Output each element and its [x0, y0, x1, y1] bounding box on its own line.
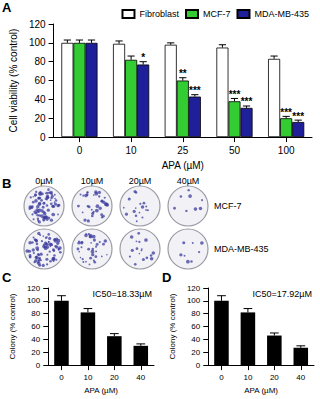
svg-text:MDA-MB-435: MDA-MB-435 — [214, 244, 269, 254]
svg-text:60: 60 — [191, 322, 200, 331]
svg-text:10µM: 10µM — [81, 176, 104, 186]
svg-text:100: 100 — [187, 296, 201, 305]
svg-text:40: 40 — [34, 94, 46, 105]
svg-text:Colony (% control): Colony (% control) — [8, 293, 17, 359]
svg-text:20: 20 — [191, 348, 200, 357]
svg-text:80: 80 — [31, 309, 40, 318]
svg-text:**: ** — [179, 68, 187, 79]
svg-text:***: *** — [189, 85, 201, 96]
svg-text:0: 0 — [59, 373, 64, 382]
svg-text:IC50=18.33µM: IC50=18.33µM — [93, 289, 152, 299]
svg-text:D: D — [162, 270, 171, 285]
svg-text:0: 0 — [196, 361, 201, 370]
svg-text:0: 0 — [40, 132, 46, 143]
svg-text:120: 120 — [29, 19, 46, 30]
svg-text:***: *** — [241, 96, 253, 107]
svg-text:10: 10 — [126, 145, 138, 156]
svg-text:0µM: 0µM — [35, 176, 53, 186]
svg-text:20: 20 — [31, 348, 40, 357]
svg-text:MDA-MB-435: MDA-MB-435 — [254, 9, 309, 19]
svg-text:20: 20 — [270, 373, 279, 382]
svg-text:10: 10 — [83, 373, 92, 382]
svg-text:120: 120 — [187, 284, 201, 293]
svg-text:***: *** — [229, 89, 241, 100]
svg-text:APA (µM): APA (µM) — [84, 386, 118, 395]
svg-text:20: 20 — [34, 113, 46, 124]
svg-text:APA (µM): APA (µM) — [162, 160, 204, 171]
svg-text:B: B — [2, 176, 11, 191]
svg-text:*: * — [141, 52, 145, 63]
svg-text:***: *** — [280, 107, 292, 118]
svg-text:***: *** — [292, 111, 304, 122]
svg-text:MCF-7: MCF-7 — [214, 201, 242, 211]
svg-text:40: 40 — [136, 373, 145, 382]
svg-text:IC50=17.92µM: IC50=17.92µM — [253, 289, 312, 299]
svg-text:40: 40 — [296, 373, 305, 382]
svg-text:Fibroblast: Fibroblast — [139, 9, 179, 19]
svg-text:C: C — [2, 270, 12, 285]
svg-text:Cell viability (% control): Cell viability (% control) — [8, 29, 19, 133]
svg-text:APA (µM): APA (µM) — [244, 386, 278, 395]
svg-text:120: 120 — [27, 284, 41, 293]
svg-text:80: 80 — [34, 56, 46, 67]
svg-text:40: 40 — [31, 335, 40, 344]
svg-text:100: 100 — [27, 296, 41, 305]
svg-text:20µM: 20µM — [129, 176, 152, 186]
svg-text:Colony (% control): Colony (% control) — [168, 293, 177, 359]
svg-text:40µM: 40µM — [177, 176, 200, 186]
svg-text:40: 40 — [191, 335, 200, 344]
svg-text:60: 60 — [34, 75, 46, 86]
svg-text:50: 50 — [229, 145, 241, 156]
svg-text:0: 0 — [36, 361, 41, 370]
svg-text:25: 25 — [177, 145, 189, 156]
svg-text:10: 10 — [243, 373, 252, 382]
svg-text:100: 100 — [278, 145, 295, 156]
svg-text:20: 20 — [110, 373, 119, 382]
svg-text:0: 0 — [77, 145, 83, 156]
svg-text:100: 100 — [29, 37, 46, 48]
svg-text:MCF-7: MCF-7 — [203, 9, 231, 19]
svg-text:80: 80 — [191, 309, 200, 318]
svg-text:60: 60 — [31, 322, 40, 331]
svg-text:A: A — [2, 0, 12, 15]
svg-text:0: 0 — [219, 373, 224, 382]
